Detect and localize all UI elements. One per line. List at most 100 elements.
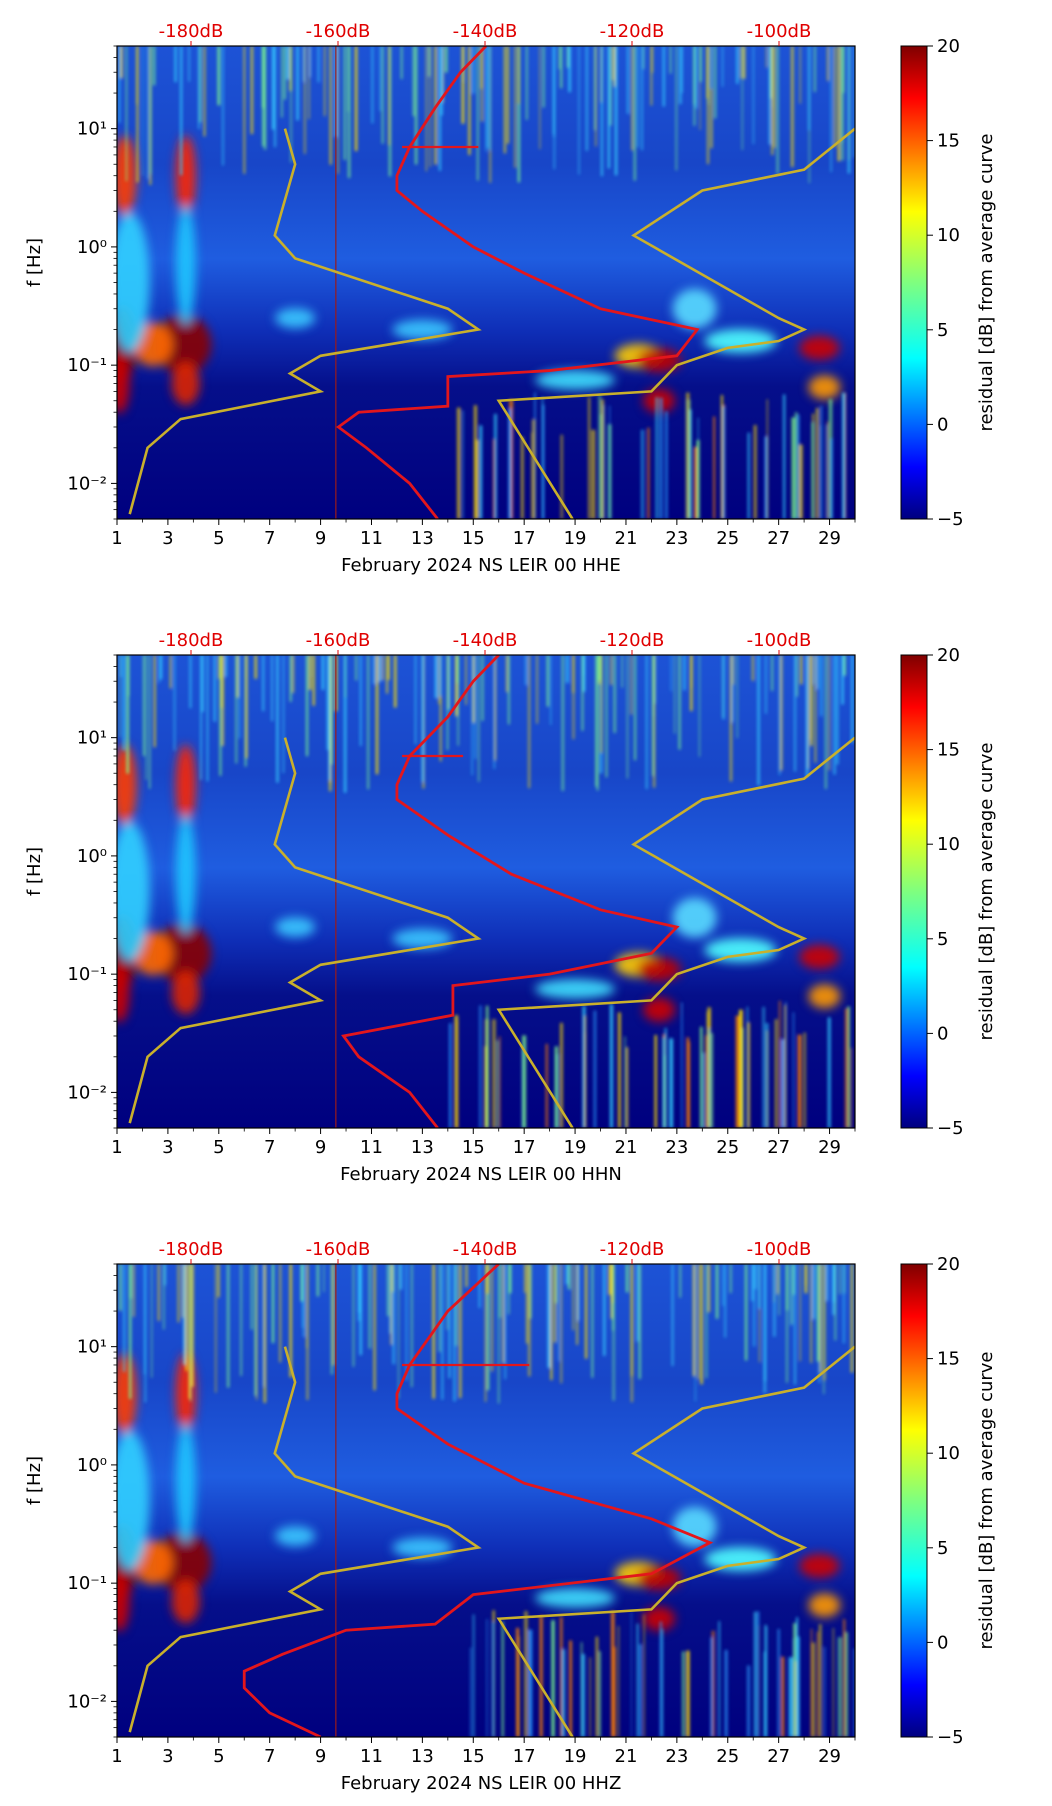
- x-tick-label: 1: [111, 528, 122, 549]
- x-tick-label: 17: [513, 528, 536, 549]
- colorbar-tick-label: 5: [937, 929, 948, 950]
- y-axis-title: f [Hz]: [24, 847, 45, 896]
- x-tick-label: 25: [716, 528, 739, 549]
- colorbar-tick-label: 0: [937, 414, 948, 435]
- top-db-label: -160dB: [306, 1239, 371, 1260]
- x-tick-label: 7: [264, 1746, 275, 1767]
- x-tick-label: 21: [615, 1746, 638, 1767]
- top-db-label: -180dB: [159, 21, 224, 42]
- colorbar: 20 15 10 5 0 −5 residual [dB] from average cur…: [900, 1254, 997, 1748]
- x-tick-label: 17: [513, 1137, 536, 1158]
- x-tick-label: 23: [665, 1137, 688, 1158]
- colorbar-tick-label: 15: [937, 740, 960, 761]
- y-axis-title: f [Hz]: [24, 1456, 45, 1505]
- x-tick-label: 1: [111, 1746, 122, 1767]
- colorbar-tick-label: 15: [937, 131, 960, 152]
- colorbar-tick-label: 5: [937, 1538, 948, 1559]
- colorbar: 20 15 10 5 0 −5 residual [dB] from average cur…: [900, 645, 997, 1139]
- top-db-label: -180dB: [159, 1239, 224, 1260]
- x-tick-label: 15: [462, 528, 485, 549]
- top-db-label: -160dB: [306, 630, 371, 651]
- top-db-label: -100dB: [747, 630, 812, 651]
- colorbar-tick-label: 20: [937, 36, 960, 57]
- x-tick-label: 7: [264, 528, 275, 549]
- low-noise-model-line: [128, 737, 482, 1124]
- high-noise-model-line: [496, 127, 855, 519]
- x-axis-title: February 2024 NS LEIR 00 HHE: [341, 555, 621, 576]
- x-tick-label: 7: [264, 1137, 275, 1158]
- x-tick-label: 29: [818, 1137, 841, 1158]
- colorbar-label: residual [dB] from average curve: [976, 133, 997, 431]
- colorbar-tick-label: 0: [937, 1023, 948, 1044]
- top-db-label: -140dB: [453, 1239, 518, 1260]
- colorbar-tick-label: 20: [937, 1254, 960, 1275]
- colorbar-tick-label: −5: [937, 1727, 964, 1748]
- x-tick-label: 25: [716, 1746, 739, 1767]
- colorbar-tick-label: 10: [937, 834, 960, 855]
- y-tick-label: 10¹: [77, 119, 107, 140]
- y-tick-label: 10⁻¹: [67, 1573, 107, 1594]
- x-tick-label: 21: [615, 528, 638, 549]
- x-tick-label: 11: [360, 528, 383, 549]
- x-tick-label: 13: [411, 1137, 434, 1158]
- high-noise-model-line: [496, 736, 855, 1128]
- top-db-label: -100dB: [747, 1239, 812, 1260]
- x-axis-title: February 2024 NS LEIR 00 HHZ: [341, 1773, 622, 1794]
- x-tick-label: 19: [564, 528, 587, 549]
- high-noise-model-line: [496, 1345, 855, 1737]
- x-tick-label: 23: [665, 1746, 688, 1767]
- y-tick-label: 10⁻²: [67, 1691, 107, 1712]
- colorbar-gradient: [900, 654, 928, 1129]
- y-tick-label: 10⁰: [77, 1455, 107, 1476]
- y-tick-label: 10¹: [77, 1337, 107, 1358]
- low-noise-model-line: [128, 1346, 482, 1733]
- y-tick-label: 10⁻²: [67, 473, 107, 494]
- x-tick-label: 5: [213, 1746, 224, 1767]
- x-tick-label: 9: [315, 528, 326, 549]
- x-tick-label: 27: [767, 528, 790, 549]
- spectrogram-image: [117, 46, 855, 519]
- colorbar-tick-label: 10: [937, 1443, 960, 1464]
- average-curve-line: [341, 655, 680, 1128]
- x-tick-label: 21: [615, 1137, 638, 1158]
- colorbar-label: residual [dB] from average curve: [976, 1351, 997, 1649]
- colorbar-tick-label: 20: [937, 645, 960, 666]
- x-tick-label: 3: [162, 1137, 173, 1158]
- x-tick-label: 13: [411, 1746, 434, 1767]
- x-tick-label: 11: [360, 1137, 383, 1158]
- x-axis-title: February 2024 NS LEIR 00 HHN: [340, 1164, 622, 1185]
- spectrogram-image: [117, 1264, 855, 1737]
- top-db-label: -100dB: [747, 21, 812, 42]
- x-tick-label: 1: [111, 1137, 122, 1158]
- x-tick-label: 9: [315, 1137, 326, 1158]
- spectrogram-panel-1: 1 3 5 7 9 11 13 15 17 19 21 23 25 27 2910⁻²10⁻¹10⁰10¹-…: [24, 21, 997, 576]
- spectrogram-panel-3: 1 3 5 7 9 11 13 15 17 19 21 23 25 27 2910⁻²10⁻¹10⁰10¹-…: [24, 1239, 997, 1794]
- colorbar-label: residual [dB] from average curve: [976, 742, 997, 1040]
- colorbar-tick-label: −5: [937, 1118, 964, 1139]
- x-tick-label: 29: [818, 528, 841, 549]
- y-tick-label: 10⁻¹: [67, 355, 107, 376]
- top-db-label: -180dB: [159, 630, 224, 651]
- colorbar-tick-label: 0: [937, 1632, 948, 1653]
- x-tick-label: 15: [462, 1137, 485, 1158]
- colorbar-gradient: [900, 1263, 928, 1738]
- spectrogram-image: [117, 655, 855, 1128]
- colorbar-tick-label: −5: [937, 509, 964, 530]
- y-tick-label: 10⁻¹: [67, 964, 107, 985]
- x-tick-label: 19: [564, 1746, 587, 1767]
- top-db-label: -140dB: [453, 630, 518, 651]
- colorbar-tick-label: 5: [937, 320, 948, 341]
- top-db-label: -120dB: [600, 630, 665, 651]
- x-tick-label: 9: [315, 1746, 326, 1767]
- x-tick-label: 15: [462, 1746, 485, 1767]
- top-db-label: -160dB: [306, 21, 371, 42]
- colorbar-tick-label: 10: [937, 225, 960, 246]
- colorbar-gradient: [900, 45, 928, 520]
- x-tick-label: 5: [213, 1137, 224, 1158]
- average-curve-line: [242, 1264, 714, 1737]
- x-tick-label: 27: [767, 1137, 790, 1158]
- colorbar-tick-label: 15: [937, 1349, 960, 1370]
- x-tick-label: 11: [360, 1746, 383, 1767]
- top-db-label: -120dB: [600, 21, 665, 42]
- low-noise-model-line: [128, 128, 482, 515]
